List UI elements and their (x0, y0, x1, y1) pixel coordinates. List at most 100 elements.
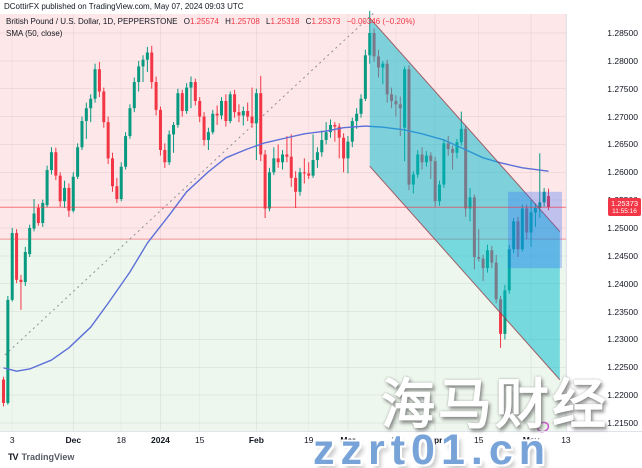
price-axis-label: 1.28500 (607, 28, 638, 38)
candle (84, 102, 88, 139)
last-price-badge: 1.25373 11:55:16 (608, 198, 641, 217)
candle (97, 61, 101, 98)
time-axis-label: 3 (9, 435, 15, 445)
candle (324, 122, 328, 145)
candle (206, 127, 210, 151)
price-axis-label: 1.26000 (607, 167, 638, 178)
candle (547, 188, 550, 211)
candle (254, 88, 258, 161)
candle (137, 60, 141, 92)
candle (189, 76, 193, 109)
descending-channel[interactable] (369, 17, 561, 381)
candle (329, 119, 332, 138)
candle (102, 87, 106, 128)
candle (45, 165, 49, 208)
axis-separator-vertical (566, 14, 567, 431)
candle (542, 187, 546, 207)
candle (71, 172, 75, 213)
candle (193, 78, 197, 106)
candle (180, 89, 184, 117)
candle (202, 112, 206, 146)
price-axis-label: 1.23500 (607, 306, 638, 317)
time-axis[interactable]: 3 Dec 18 2024 15 Feb 19 Mar 18 Apr 15 May 13 (0, 435, 642, 449)
close-value: 1.25373 (311, 17, 341, 26)
candle (67, 183, 71, 217)
indicator-label[interactable]: SMA (50, close) (6, 29, 63, 38)
candle (10, 228, 14, 302)
chart-legend[interactable]: British Pound / U.S. Dollar, 1D, PEPPERS… (6, 16, 415, 39)
watermark-url: zzrt01.cn (313, 426, 552, 468)
candle (6, 295, 10, 405)
tradingview-logo-icon: TV (8, 452, 18, 462)
candle (315, 147, 319, 168)
candle (185, 83, 189, 114)
candle (241, 106, 245, 126)
candle (285, 136, 289, 163)
candle (115, 177, 119, 203)
bar-countdown: 11:55:16 (612, 207, 637, 215)
tradingview-attribution[interactable]: TV TradingView (8, 452, 74, 462)
price-axis-label: 1.21500 (607, 418, 638, 429)
price-axis-label: 1.25000 (607, 223, 638, 234)
highlight-box[interactable] (507, 191, 563, 269)
time-axis-label: 18 (116, 435, 126, 445)
price-axis-label: 1.27500 (607, 83, 638, 94)
candle (172, 122, 176, 153)
price-axis-label: 1.22000 (607, 390, 638, 401)
candle (246, 102, 250, 122)
time-axis-label: 19 (303, 435, 314, 445)
candle (119, 162, 123, 202)
time-axis-label: Mar (340, 435, 356, 445)
candle (359, 94, 363, 118)
candle (150, 45, 154, 89)
candle (342, 133, 346, 173)
candle (363, 49, 367, 101)
candle (132, 77, 136, 113)
last-price-value: 1.25373 (610, 198, 639, 208)
time-axis-label: 2024 (150, 435, 170, 445)
candle (93, 63, 97, 103)
price-axis[interactable]: 1.28500 1.28000 1.27500 1.27000 1.26500 1.260… (567, 0, 642, 468)
candle (211, 109, 215, 135)
candle (289, 134, 293, 187)
candle (49, 147, 53, 175)
watermark-cjk: 海马财经 (381, 375, 609, 435)
dashed-trendline[interactable] (4, 11, 376, 356)
candle (124, 132, 128, 170)
candle (198, 97, 202, 123)
candle (215, 105, 219, 125)
candle (233, 89, 237, 118)
time-axis-label: 13 (561, 435, 571, 445)
change-value: −0.00346 (−0.20%) (346, 17, 416, 26)
candle (272, 147, 276, 176)
candle (167, 130, 171, 166)
candle (89, 94, 93, 123)
candle (224, 94, 228, 127)
candle (76, 143, 80, 179)
price-axis-label: 1.27000 (607, 111, 638, 122)
candle (32, 199, 36, 232)
low-value: 1.25318 (270, 17, 300, 26)
candle (267, 167, 271, 212)
candle (23, 246, 27, 286)
price-axis-label: 1.26500 (607, 139, 638, 150)
price-axis-label: 1.28000 (607, 55, 638, 66)
legend-symbol-row[interactable]: British Pound / U.S. Dollar, 1D, PEPPERS… (6, 16, 415, 27)
price-axis-label: 1.24000 (607, 278, 638, 289)
candle (302, 158, 306, 184)
candle (250, 87, 254, 128)
time-axis-label: Dec (65, 435, 82, 445)
candle (281, 150, 285, 170)
candle (311, 134, 315, 178)
candle (294, 171, 298, 208)
candle (228, 91, 232, 124)
candle (2, 376, 5, 407)
candle (128, 104, 132, 139)
symbol-title: British Pound / U.S. Dollar, 1D, PEPPERS… (6, 17, 178, 26)
price-axis-label: 1.24500 (607, 250, 638, 261)
candle (333, 122, 337, 142)
high-value: 1.25708 (230, 17, 260, 26)
candle (237, 104, 241, 123)
low-label: L (266, 17, 271, 26)
